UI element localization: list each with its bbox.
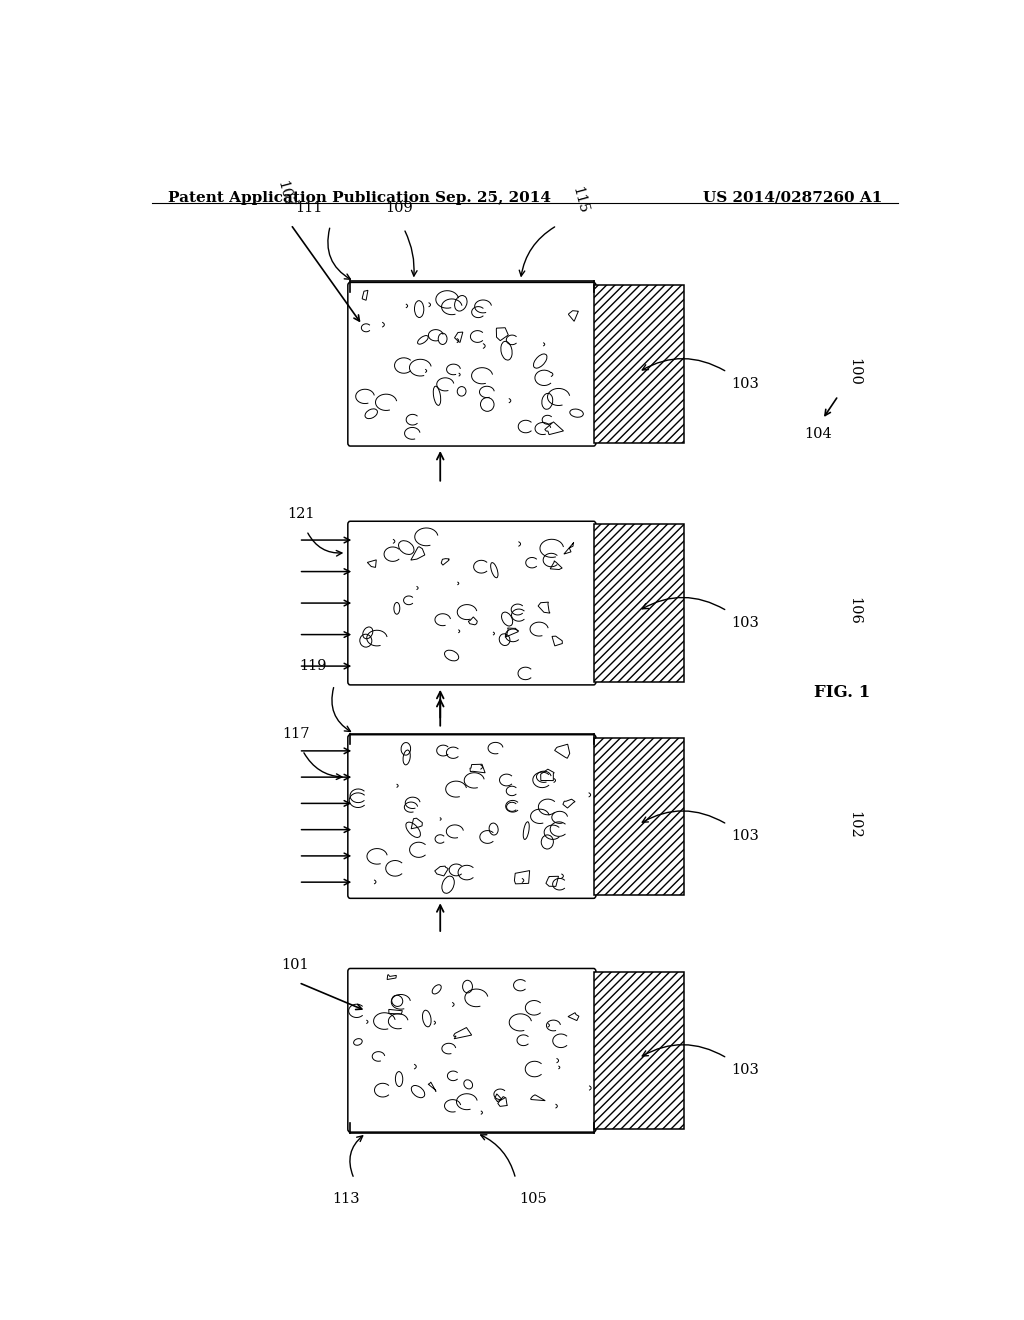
Text: 109: 109 <box>385 202 413 215</box>
Bar <box>594 738 684 895</box>
FancyBboxPatch shape <box>348 521 596 685</box>
Text: US 2014/0287260 A1: US 2014/0287260 A1 <box>702 191 882 205</box>
Text: 103: 103 <box>731 378 759 391</box>
Text: 103: 103 <box>731 829 759 843</box>
Bar <box>594 285 684 444</box>
Bar <box>594 524 684 682</box>
Text: Sep. 25, 2014: Sep. 25, 2014 <box>435 191 551 205</box>
Text: 103: 103 <box>731 616 759 630</box>
Text: FIG. 1: FIG. 1 <box>814 684 870 701</box>
FancyBboxPatch shape <box>348 969 596 1133</box>
FancyBboxPatch shape <box>348 282 596 446</box>
Text: 107: 107 <box>274 178 296 210</box>
Text: 121: 121 <box>288 507 314 521</box>
Text: 119: 119 <box>299 659 327 673</box>
Text: 102: 102 <box>847 810 861 838</box>
FancyBboxPatch shape <box>348 735 596 899</box>
Text: 113: 113 <box>333 1192 360 1206</box>
Text: 103: 103 <box>731 1063 759 1077</box>
Text: 117: 117 <box>283 727 310 741</box>
Text: 104: 104 <box>805 428 833 441</box>
Text: 100: 100 <box>847 358 861 385</box>
Text: 115: 115 <box>569 185 590 215</box>
Text: 105: 105 <box>519 1192 547 1206</box>
Text: Patent Application Publication: Patent Application Publication <box>168 191 430 205</box>
Bar <box>594 972 684 1129</box>
Text: 101: 101 <box>281 957 308 972</box>
Text: 111: 111 <box>295 202 323 215</box>
Text: 106: 106 <box>847 597 861 624</box>
